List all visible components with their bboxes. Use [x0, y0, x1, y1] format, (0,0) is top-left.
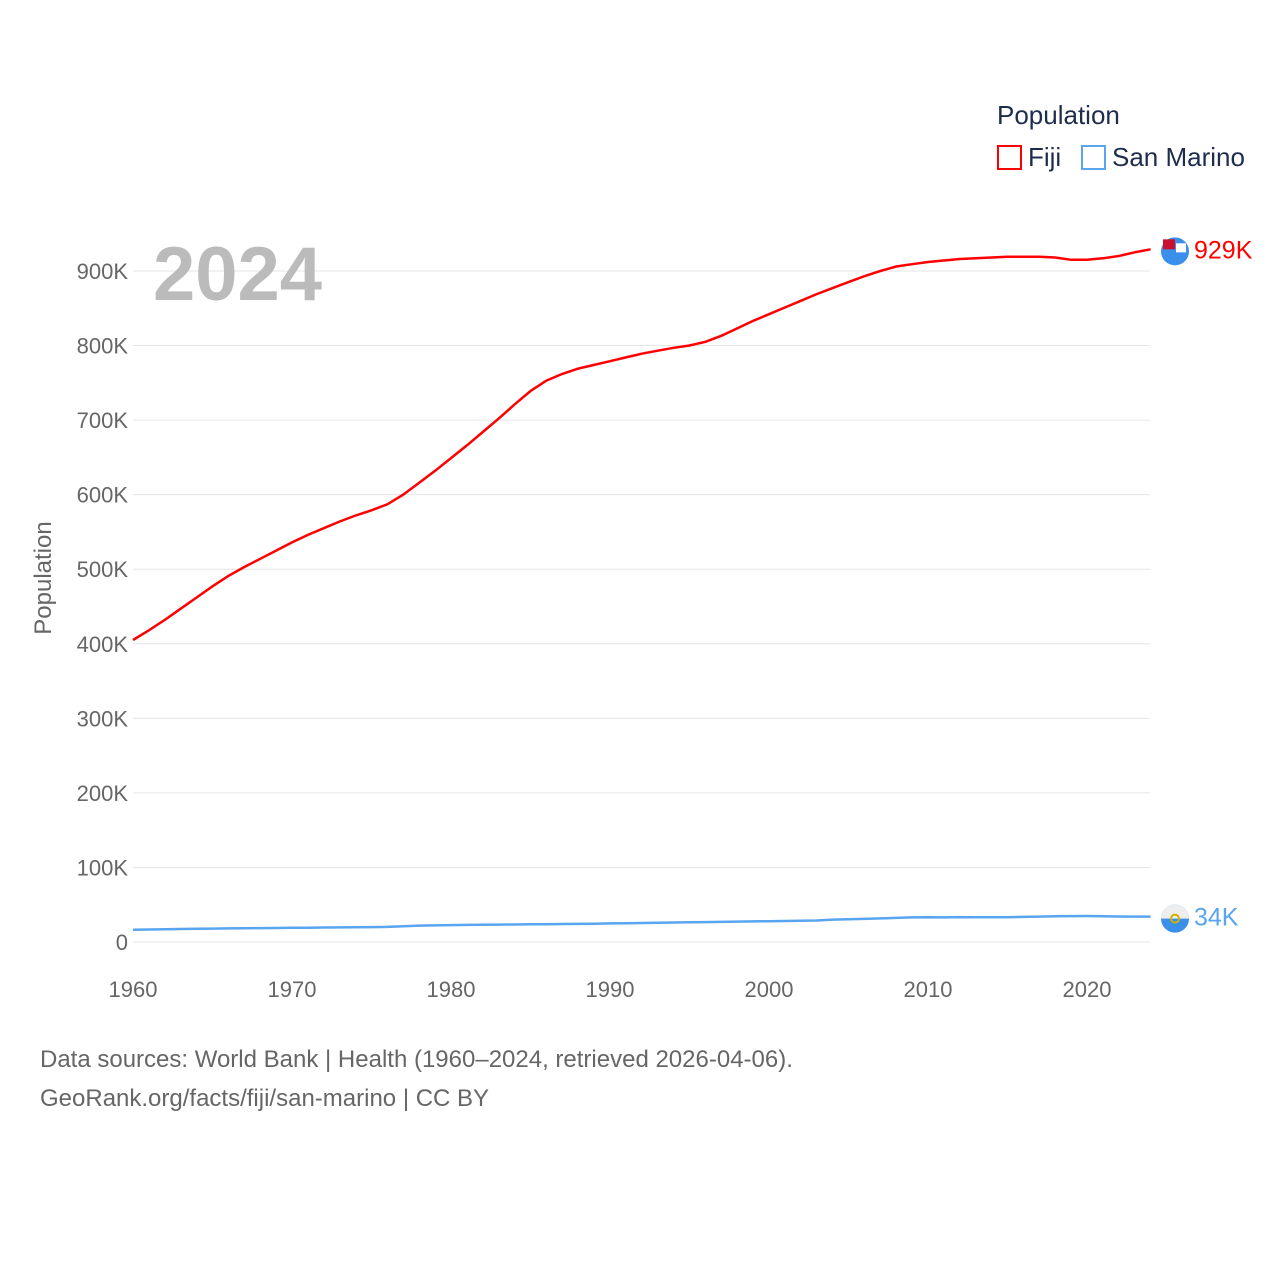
x-tick-label: 2020 — [1063, 977, 1112, 1002]
legend-swatch — [1081, 145, 1106, 170]
x-tick-label: 1980 — [427, 977, 476, 1002]
y-tick-label: 300K — [77, 706, 129, 731]
legend-item-san-marino[interactable]: San Marino — [1081, 142, 1245, 172]
fiji-flag-icon — [1161, 237, 1189, 266]
end-value-label: 34K — [1194, 904, 1239, 932]
data-source-text: Data sources: World Bank | Health (1960–… — [40, 1046, 793, 1073]
end-value-label: 929K — [1194, 236, 1253, 264]
legend-label: San Marino — [1112, 142, 1245, 172]
series-line-fiji — [132, 248, 1151, 642]
attribution-link[interactable]: GeoRank.org/facts/fiji/san-marino | CC B… — [40, 1085, 490, 1112]
legend-label: Fiji — [1028, 142, 1061, 172]
y-tick-label: 400K — [77, 632, 129, 657]
san-marino-flag-icon — [1161, 904, 1189, 933]
legend-title: Population — [997, 100, 1120, 130]
x-tick-label: 2010 — [904, 977, 953, 1002]
y-tick-label: 900K — [77, 259, 129, 284]
series-line-san-marino — [132, 914, 1151, 931]
x-tick-label: 1960 — [109, 977, 158, 1002]
legend-item-fiji[interactable]: Fiji — [997, 142, 1061, 172]
x-tick-label: 1990 — [586, 977, 635, 1002]
year-watermark: 2024 — [153, 232, 322, 317]
legend-swatch — [997, 145, 1022, 170]
x-tick-label: 2000 — [745, 977, 794, 1002]
y-tick-label: 800K — [77, 334, 129, 359]
y-tick-label: 700K — [77, 408, 129, 433]
y-tick-label: 0 — [116, 930, 128, 955]
y-tick-label: 200K — [77, 781, 129, 806]
y-tick-label: 600K — [77, 483, 129, 508]
y-axis-label: Population — [30, 521, 57, 634]
x-tick-label: 1970 — [268, 977, 317, 1002]
y-tick-label: 100K — [77, 855, 129, 880]
y-tick-label: 500K — [77, 557, 129, 582]
